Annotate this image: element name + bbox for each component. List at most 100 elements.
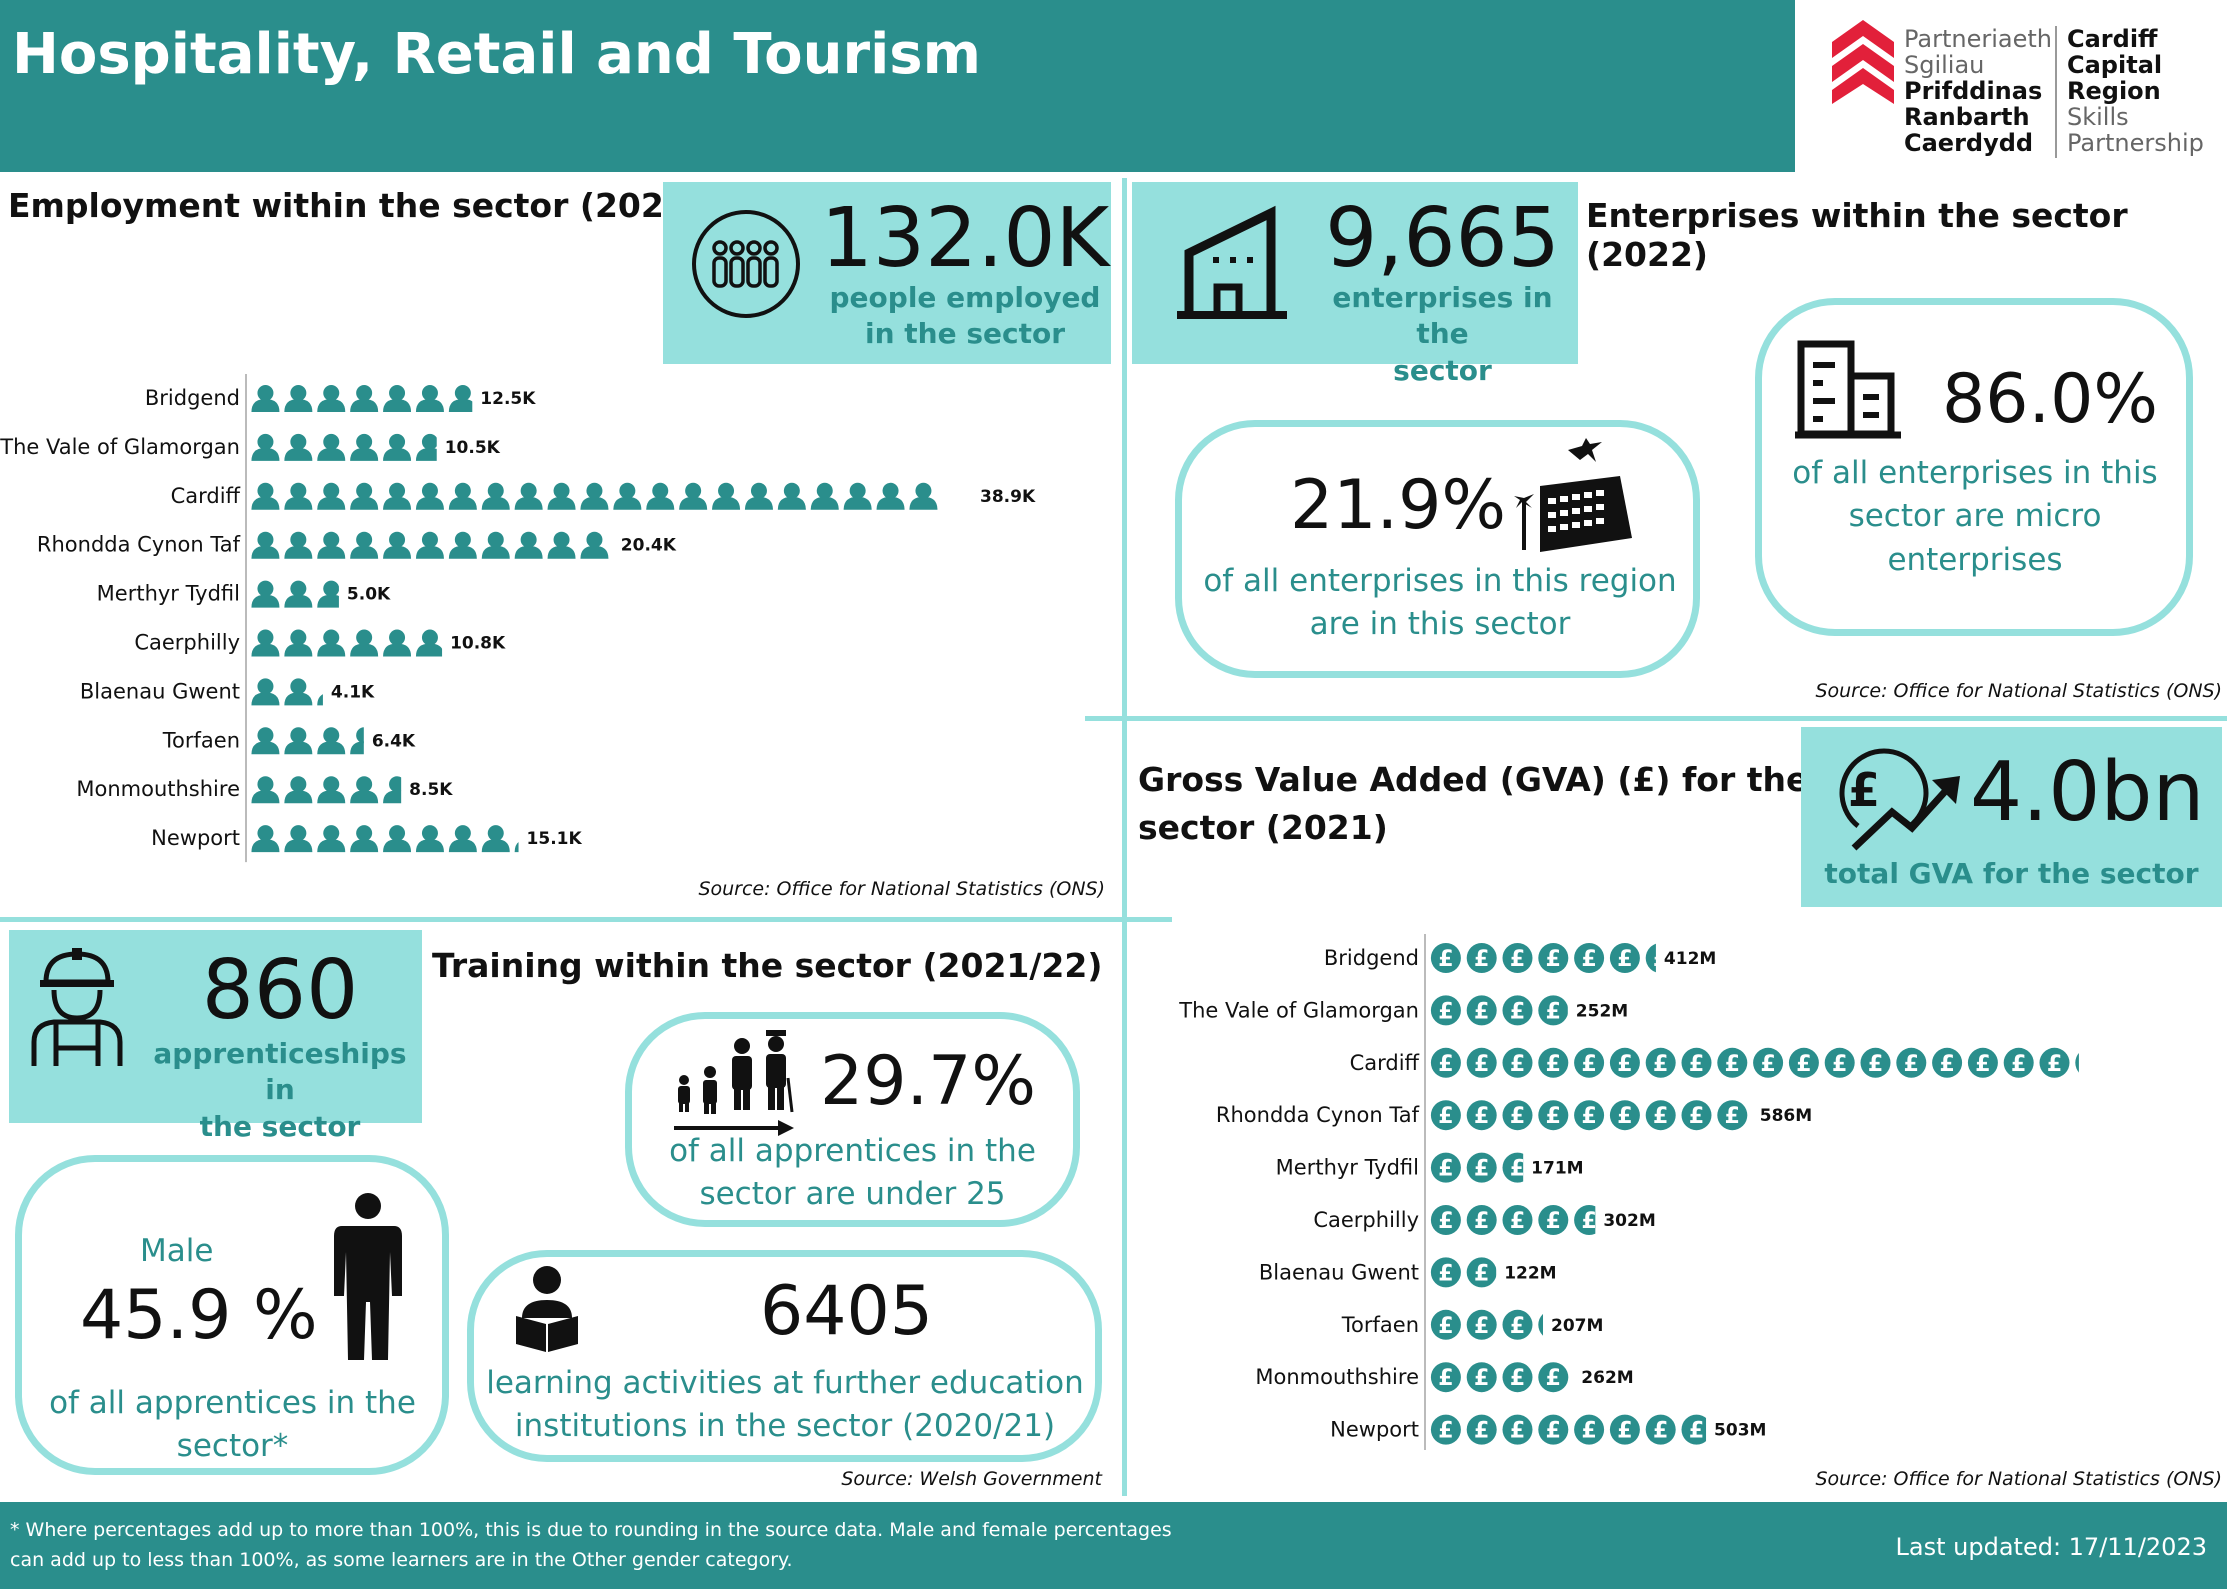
bar: £ £ £ £ £ £ £ £ £ £ £ £ £ £ £ £ £ £ £ bbox=[1430, 1047, 2079, 1078]
bar: £ £ £ bbox=[1430, 1152, 1524, 1183]
employment-heading: Employment within the sector (2021) bbox=[8, 186, 702, 225]
office-buildings-icon bbox=[1795, 340, 1901, 439]
category-label: Cardiff bbox=[171, 484, 241, 508]
value-label: 207M bbox=[1551, 1316, 1603, 1336]
fe-learning-caption: learning activities at further education… bbox=[480, 1362, 1090, 1449]
bar bbox=[251, 776, 402, 804]
category-label: Cardiff bbox=[1350, 1051, 1420, 1075]
apprenticeships-kpi-box bbox=[9, 930, 422, 1123]
value-label: 12.5K bbox=[480, 389, 536, 409]
bar bbox=[251, 385, 473, 412]
svg-text:£: £ bbox=[1510, 1419, 1525, 1444]
svg-text:£: £ bbox=[1474, 1419, 1489, 1444]
last-updated: Last updated: 17/11/2023 bbox=[1895, 1533, 2207, 1561]
logo-text: Cardiff bbox=[2067, 25, 2158, 53]
value-label: 262M bbox=[1581, 1368, 1633, 1388]
heading-line: sector (2021) bbox=[1138, 808, 1388, 847]
bar: £ £ £ £ £ bbox=[1430, 1205, 1596, 1235]
people-group-icon bbox=[692, 210, 800, 318]
gva-source: Source: Office for National Statistics (… bbox=[1815, 1468, 2222, 1490]
fe-learning-value: 6405 bbox=[760, 1272, 934, 1351]
employment-value: 132.0K bbox=[820, 191, 1110, 286]
caption-line: enterprises bbox=[1887, 541, 2063, 578]
caption-line: in the sector bbox=[864, 317, 1066, 351]
enterprises-heading: Enterprises within the sector (2022) bbox=[1586, 196, 2128, 274]
value-label: 4.1K bbox=[331, 682, 375, 702]
svg-text:£: £ bbox=[1546, 947, 1561, 972]
category-label: Blaenau Gwent bbox=[1259, 1260, 1419, 1284]
caption-line: institutions in the sector (2020/21) bbox=[514, 1408, 1056, 1445]
bar bbox=[251, 825, 519, 853]
svg-text:£: £ bbox=[1653, 947, 1668, 972]
footer-note-line: can add up to less than 100%, as some le… bbox=[10, 1549, 793, 1572]
svg-text:£: £ bbox=[1510, 1104, 1525, 1129]
svg-text:£: £ bbox=[1474, 1157, 1489, 1182]
bar bbox=[251, 678, 323, 706]
building-icon bbox=[1177, 205, 1287, 319]
category-label: Bridgend bbox=[1324, 946, 1419, 970]
hotel-icon bbox=[1514, 438, 1632, 552]
caption-line: of all apprentices in the bbox=[669, 1133, 1036, 1169]
svg-text:£: £ bbox=[1581, 1209, 1596, 1234]
caption-line: of all apprentices in the bbox=[49, 1385, 416, 1421]
logo-text: Prifddinas bbox=[1904, 77, 2043, 105]
svg-text:£: £ bbox=[1617, 1419, 1632, 1444]
category-label: The Vale of Glamorgan bbox=[0, 435, 240, 459]
category-label: Monmouthshire bbox=[1255, 1365, 1419, 1389]
under25-caption: of all apprentices in the sector are und… bbox=[640, 1130, 1065, 1217]
micro-share-card bbox=[1755, 298, 2193, 636]
svg-text:£: £ bbox=[1653, 1104, 1668, 1129]
svg-text:£: £ bbox=[1581, 1104, 1596, 1129]
logo-text: Region bbox=[2067, 77, 2161, 105]
svg-text:£: £ bbox=[1617, 947, 1632, 972]
value-label: 302M bbox=[1603, 1211, 1655, 1231]
svg-text:£: £ bbox=[1474, 1314, 1489, 1339]
age-group-icon bbox=[674, 1030, 794, 1136]
footer-note-line: * Where percentages add up to more than … bbox=[10, 1519, 1172, 1541]
bar: £ £ £ £ bbox=[1430, 995, 1568, 1026]
bar bbox=[251, 629, 443, 657]
svg-text:£: £ bbox=[1939, 1052, 1954, 1077]
logo-chevron-icon bbox=[1832, 20, 1894, 104]
svg-text:£: £ bbox=[1689, 1052, 1704, 1077]
svg-text:£: £ bbox=[1474, 1104, 1489, 1129]
svg-text:£: £ bbox=[1438, 1052, 1453, 1077]
svg-text:£: £ bbox=[1438, 999, 1453, 1024]
svg-text:£: £ bbox=[1848, 763, 1880, 817]
caption-line: sector are under 25 bbox=[699, 1176, 1006, 1213]
svg-text:£: £ bbox=[1689, 1419, 1704, 1444]
svg-text:£: £ bbox=[2047, 1052, 2062, 1077]
svg-text:£: £ bbox=[2011, 1052, 2026, 1077]
svg-text:£: £ bbox=[1904, 1052, 1919, 1077]
logo-text: Partneriaeth bbox=[1904, 25, 2052, 53]
svg-text:£: £ bbox=[1546, 1104, 1561, 1129]
value-label: 10.8K bbox=[450, 634, 506, 654]
bar: £ £ bbox=[1430, 1257, 1497, 1288]
svg-text:£: £ bbox=[1832, 1052, 1847, 1077]
bar bbox=[251, 482, 938, 510]
svg-text:£: £ bbox=[1796, 1052, 1811, 1077]
pound-growth-icon: £ bbox=[1839, 748, 1960, 851]
caption-line: people employed bbox=[829, 281, 1101, 314]
svg-text:£: £ bbox=[1868, 1052, 1883, 1077]
enterprises-value: 9,665 bbox=[1325, 191, 1560, 286]
svg-text:£: £ bbox=[1760, 1052, 1775, 1077]
category-label: Rhondda Cynon Taf bbox=[1216, 1103, 1420, 1127]
svg-text:£: £ bbox=[1617, 1104, 1632, 1129]
category-label: Newport bbox=[1330, 1418, 1419, 1442]
svg-text:£: £ bbox=[1581, 1052, 1596, 1077]
svg-text:£: £ bbox=[1510, 1314, 1525, 1339]
employment-chart: Bridgend 12.5K The Vale of Glamorgan 10.5K C… bbox=[0, 374, 1036, 863]
svg-text:£: £ bbox=[1438, 1419, 1453, 1444]
caption-line: enterprises in the bbox=[1332, 281, 1553, 351]
bar bbox=[251, 727, 364, 755]
svg-text:£: £ bbox=[1438, 1261, 1453, 1286]
region-share-card bbox=[1175, 420, 1700, 678]
logo-text: Caerdydd bbox=[1904, 129, 2034, 157]
value-label: 10.5K bbox=[445, 438, 501, 458]
svg-text:£: £ bbox=[1725, 1052, 1740, 1077]
footer-note: * Where percentages add up to more than … bbox=[10, 1515, 1210, 1576]
svg-text:£: £ bbox=[1474, 1209, 1489, 1234]
value-label: 5.0K bbox=[347, 585, 391, 605]
svg-text:£: £ bbox=[1653, 1052, 1668, 1077]
